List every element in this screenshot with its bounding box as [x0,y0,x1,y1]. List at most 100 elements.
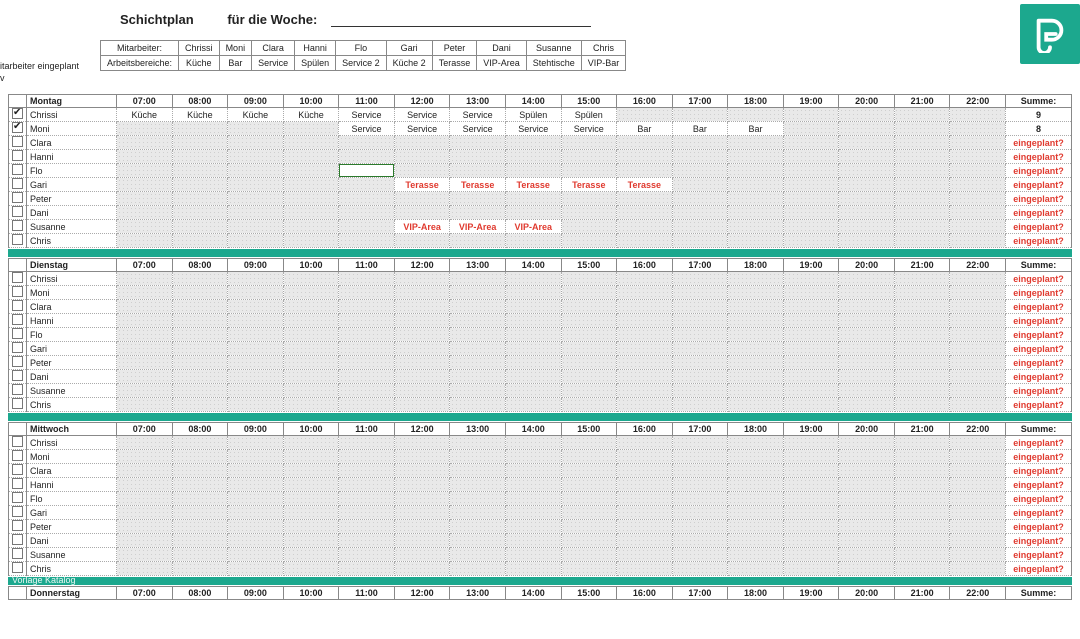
row-checkbox[interactable] [12,122,23,133]
shift-cell[interactable] [783,548,839,562]
shift-cell[interactable] [617,192,673,206]
shift-cell[interactable] [339,300,395,314]
shift-cell[interactable] [672,356,728,370]
shift-cell[interactable] [728,356,784,370]
shift-cell[interactable] [839,178,895,192]
shift-cell[interactable] [894,450,950,464]
shift-cell[interactable] [117,300,173,314]
shift-cell[interactable] [561,164,617,178]
shift-cell[interactable] [339,328,395,342]
shift-cell[interactable] [728,506,784,520]
shift-cell[interactable]: Service [394,108,450,122]
shift-cell[interactable] [450,342,506,356]
shift-cell[interactable] [450,464,506,478]
shift-cell[interactable] [450,398,506,412]
shift-cell[interactable] [394,548,450,562]
shift-cell[interactable] [394,520,450,534]
shift-cell[interactable] [505,136,561,150]
shift-cell[interactable] [283,384,339,398]
shift-cell[interactable] [617,370,673,384]
shift-cell[interactable] [839,150,895,164]
shift-cell[interactable] [894,272,950,286]
shift-cell[interactable] [339,192,395,206]
shift-cell[interactable] [505,356,561,370]
shift-cell[interactable] [728,206,784,220]
shift-cell[interactable] [839,234,895,248]
shift-cell[interactable] [783,272,839,286]
shift-cell[interactable] [672,234,728,248]
shift-cell[interactable] [783,370,839,384]
shift-cell[interactable] [505,478,561,492]
shift-cell[interactable] [672,534,728,548]
shift-cell[interactable] [228,206,284,220]
shift-cell[interactable] [561,300,617,314]
shift-cell[interactable] [950,562,1006,576]
shift-cell[interactable] [339,534,395,548]
shift-cell[interactable] [117,122,173,136]
shift-cell[interactable] [728,164,784,178]
shift-cell[interactable] [839,478,895,492]
shift-cell[interactable] [450,192,506,206]
shift-cell[interactable] [394,534,450,548]
shift-cell[interactable] [283,506,339,520]
shift-cell[interactable] [394,206,450,220]
shift-cell[interactable] [783,384,839,398]
shift-cell[interactable] [728,520,784,534]
shift-cell[interactable] [728,220,784,234]
shift-cell[interactable] [339,450,395,464]
shift-cell[interactable] [839,122,895,136]
shift-cell[interactable] [672,492,728,506]
shift-cell[interactable] [450,384,506,398]
shift-cell[interactable] [617,150,673,164]
shift-cell[interactable] [172,356,228,370]
shift-cell[interactable] [505,206,561,220]
shift-cell[interactable] [172,122,228,136]
shift-cell[interactable] [117,384,173,398]
row-checkbox[interactable] [12,398,23,409]
shift-cell[interactable] [228,534,284,548]
shift-cell[interactable] [950,398,1006,412]
shift-cell[interactable] [172,370,228,384]
shift-cell[interactable] [394,314,450,328]
shift-cell[interactable] [394,436,450,450]
shift-cell[interactable] [505,450,561,464]
row-checkbox[interactable] [12,136,23,147]
shift-cell[interactable] [561,520,617,534]
shift-cell[interactable] [117,220,173,234]
shift-cell[interactable] [672,178,728,192]
shift-cell[interactable] [672,136,728,150]
shift-cell[interactable] [117,328,173,342]
shift-cell[interactable] [339,506,395,520]
shift-cell[interactable]: Terasse [450,178,506,192]
shift-cell[interactable] [728,272,784,286]
shift-cell[interactable] [617,464,673,478]
row-checkbox-cell[interactable] [9,300,27,314]
shift-cell[interactable] [783,436,839,450]
shift-cell[interactable] [617,520,673,534]
shift-cell[interactable] [505,384,561,398]
shift-cell[interactable] [728,328,784,342]
shift-cell[interactable]: Service [339,108,395,122]
shift-cell[interactable] [950,314,1006,328]
shift-cell[interactable] [228,192,284,206]
shift-cell[interactable]: Bar [728,122,784,136]
shift-cell[interactable] [783,328,839,342]
shift-cell[interactable] [505,286,561,300]
row-checkbox-cell[interactable] [9,492,27,506]
row-checkbox[interactable] [12,328,23,339]
shift-cell[interactable] [728,314,784,328]
row-checkbox[interactable] [12,534,23,545]
shift-cell[interactable] [394,356,450,370]
shift-cell[interactable] [894,520,950,534]
row-checkbox-cell[interactable] [9,150,27,164]
shift-cell[interactable] [561,534,617,548]
shift-cell[interactable] [283,450,339,464]
row-checkbox[interactable] [12,314,23,325]
shift-cell[interactable] [783,356,839,370]
shift-cell[interactable] [950,328,1006,342]
shift-cell[interactable] [228,342,284,356]
shift-cell[interactable] [561,220,617,234]
shift-cell[interactable] [172,436,228,450]
shift-cell[interactable] [561,286,617,300]
shift-cell[interactable] [617,478,673,492]
